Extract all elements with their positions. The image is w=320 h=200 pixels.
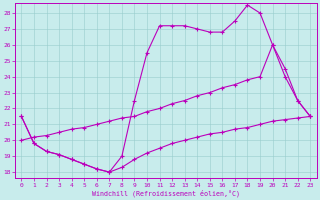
X-axis label: Windchill (Refroidissement éolien,°C): Windchill (Refroidissement éolien,°C) <box>92 189 240 197</box>
